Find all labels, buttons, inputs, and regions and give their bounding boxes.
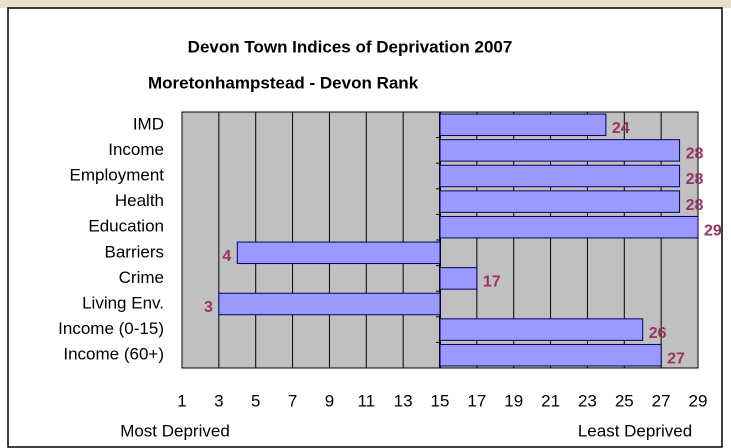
x-tick-label: 19 xyxy=(504,391,523,410)
x-tick-label: 15 xyxy=(431,391,450,410)
x-tick-label: 17 xyxy=(467,391,486,410)
value-label: 26 xyxy=(649,325,667,342)
y-tick-label: Crime xyxy=(119,268,164,287)
y-tick-label: Income (0-15) xyxy=(58,319,164,338)
x-tick-label: 5 xyxy=(251,391,260,410)
bar xyxy=(439,267,478,290)
x-tick-label: 11 xyxy=(357,391,375,410)
x-tick-label: 9 xyxy=(325,391,334,410)
x-label-left: Most Deprived xyxy=(120,421,230,440)
y-tick-label: Health xyxy=(115,191,164,210)
x-tick-label: 23 xyxy=(578,391,597,410)
bar xyxy=(439,343,662,367)
x-tick-label: 21 xyxy=(541,391,560,410)
x-tick-label: 27 xyxy=(652,391,671,410)
y-tick-label: Income xyxy=(108,140,164,159)
x-tick-label: 13 xyxy=(394,391,413,410)
value-label: 4 xyxy=(222,248,231,265)
x-tick-label: 3 xyxy=(214,391,223,410)
x-tick-label: 29 xyxy=(689,391,708,410)
x-tick-label: 7 xyxy=(288,391,297,410)
bar xyxy=(439,164,681,188)
value-label: 3 xyxy=(204,299,213,316)
bar xyxy=(439,215,699,239)
value-label: 17 xyxy=(483,274,501,291)
bar xyxy=(439,139,681,162)
bar xyxy=(439,190,681,213)
bar xyxy=(439,318,644,341)
value-label: 28 xyxy=(686,197,704,214)
y-tick-label: Living Env. xyxy=(82,293,164,312)
value-label: 24 xyxy=(612,120,630,137)
y-tick-label: Employment xyxy=(70,165,165,184)
y-tick-label: Income (60+) xyxy=(63,345,164,364)
bar xyxy=(236,241,441,265)
y-tick-label: Education xyxy=(88,217,164,236)
y-tick-label: IMD xyxy=(133,114,164,133)
x-label-right: Least Deprived xyxy=(578,421,692,440)
bar xyxy=(439,113,607,137)
value-label: 28 xyxy=(686,171,704,188)
y-tick-label: Barriers xyxy=(104,242,164,261)
value-label: 29 xyxy=(704,222,722,239)
map-strip xyxy=(0,0,731,8)
chart-subtitle: Moretonhampstead - Devon Rank xyxy=(148,73,419,92)
x-tick-label: 25 xyxy=(615,391,634,410)
value-label: 27 xyxy=(667,350,685,367)
x-tick-label: 1 xyxy=(177,391,186,410)
bar xyxy=(218,292,441,316)
value-label: 28 xyxy=(686,146,704,163)
chart-title: Devon Town Indices of Deprivation 2007 xyxy=(188,37,513,56)
